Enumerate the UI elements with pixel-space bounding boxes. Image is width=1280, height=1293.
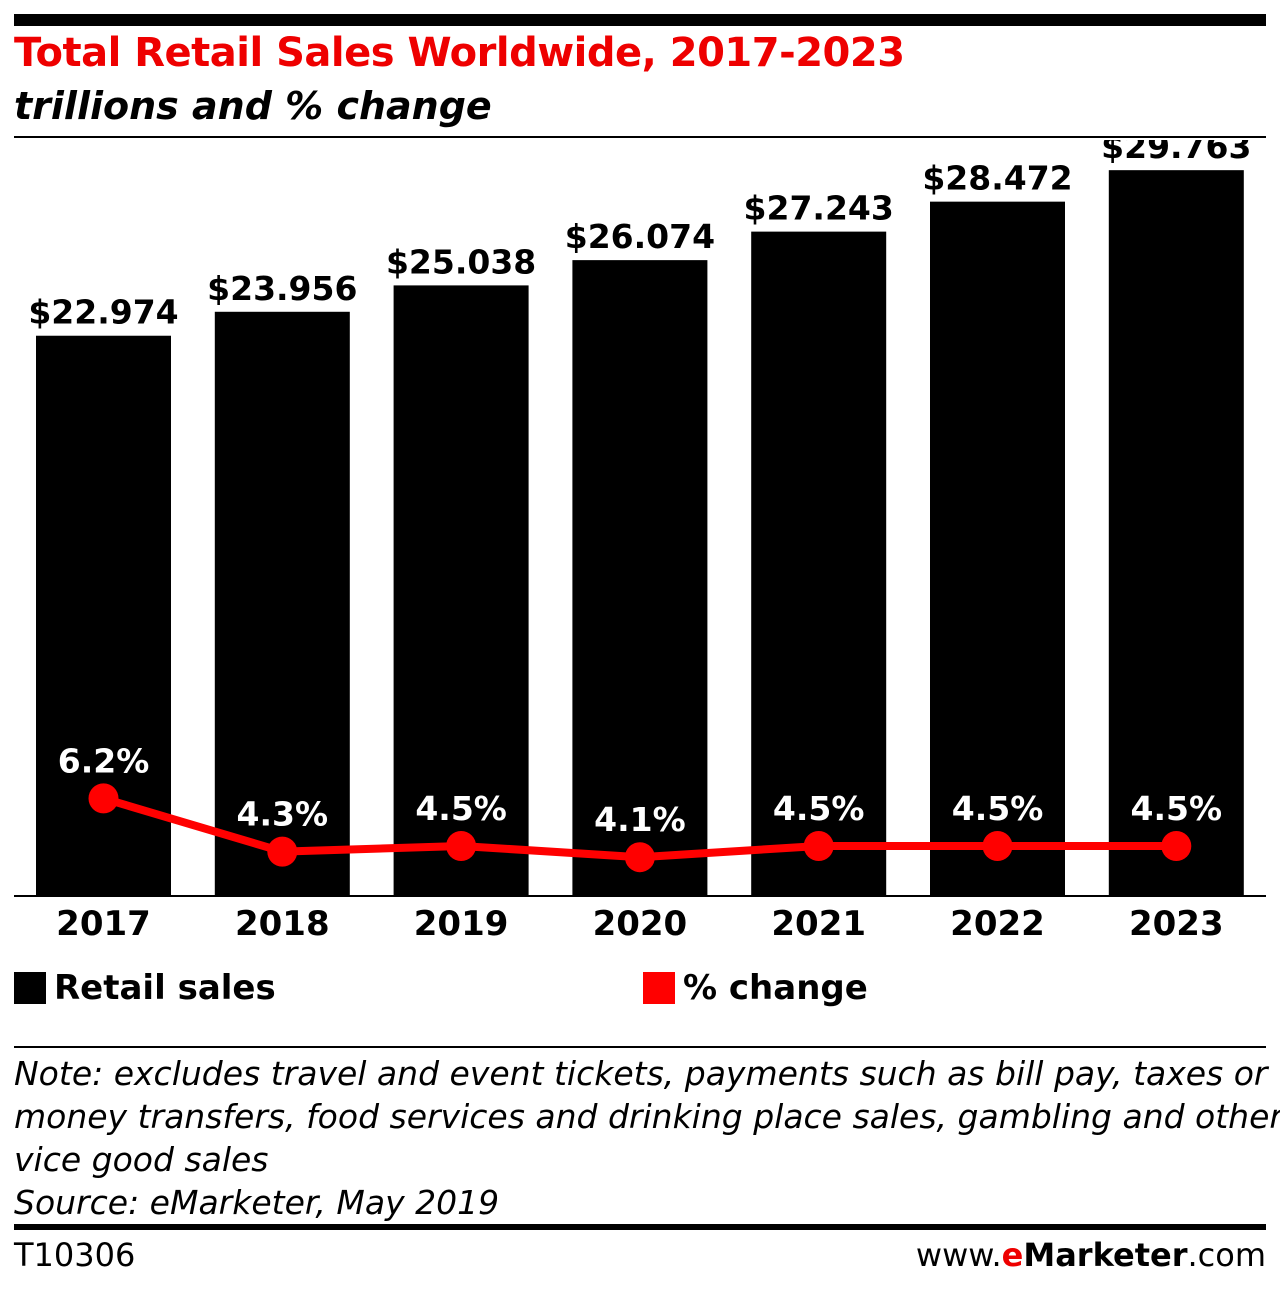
percent-point-2023 [1161,831,1192,861]
legend-retail-sales: Retail sales [14,968,276,1008]
bar-group [36,170,1244,897]
chart-subtitle: trillions and % change [14,84,492,128]
bar-2020 [572,260,708,896]
source-line: Source: eMarketer, May 2019 [14,1183,500,1222]
x-tick-label-2017: 2017 [56,904,151,940]
header-rule [14,136,1266,138]
percent-point-2020 [624,842,655,873]
note-line-2: money transfers, food services and drink… [14,1097,1280,1136]
bar-2019 [393,285,529,896]
notes-block: Note: excludes travel and event tickets,… [14,1052,1280,1224]
bar-value-label-2023: $29.763 [1101,140,1251,166]
bar-2023 [1108,170,1244,896]
percent-label-2022: 4.5% [952,789,1044,828]
bar-value-label-2020: $26.074 [565,217,715,256]
percent-label-2020: 4.1% [594,800,686,839]
legend-swatch-retail [14,972,46,1004]
percent-change-line-group: 6.2% 4.3% 4.5% 4.1% 4.5% 4.5% 4.5% [58,741,1223,873]
brand-name: Marketer [1023,1236,1188,1274]
percent-label-2018: 4.3% [237,795,329,834]
bar-value-label-2021: $27.243 [744,189,894,228]
legend-label-change: % change [683,968,868,1008]
percent-point-2019 [446,831,477,861]
percent-label-2017: 6.2% [58,741,150,780]
percent-point-2017 [88,783,119,814]
brand-suffix: .com [1187,1236,1266,1274]
chart-title: Total Retail Sales Worldwide, 2017-2023 [14,30,905,76]
x-tick-label-2022: 2022 [950,904,1045,940]
footer-rule [14,1224,1266,1230]
x-tick-label-2020: 2020 [593,904,688,940]
bar-value-label-2019: $25.038 [386,242,536,281]
percent-label-2023: 4.5% [1131,789,1223,828]
x-tick-label-2021: 2021 [771,904,866,940]
legend-label-retail: Retail sales [54,968,276,1008]
legend-swatch-change [643,972,675,1004]
bar-value-label-2018: $23.956 [207,269,357,308]
percent-point-2022 [982,831,1013,861]
brand-prefix: www. [915,1236,1002,1274]
brand-e: e [1001,1236,1024,1274]
x-tick-label-2018: 2018 [235,904,330,940]
chart-code: T10306 [14,1236,136,1274]
percent-point-2021 [803,831,834,861]
percent-point-2018 [267,836,298,867]
x-tick-label-group: 2017 2018 2019 2020 2021 2022 2023 [56,904,1223,940]
percent-label-2021: 4.5% [773,789,865,828]
bar-label-group: $22.974 $23.956 $25.038 $26.074 $27.243 $28.4… [28,140,1251,332]
note-line-3: vice good sales [14,1140,269,1179]
bar-2022 [930,201,1065,896]
bar-value-label-2022: $28.472 [922,159,1072,198]
x-tick-label-2023: 2023 [1129,904,1224,940]
chart-svg: $22.974 $23.956 $25.038 $26.074 $27.243 $28.4… [14,140,1266,940]
bar-value-label-2017: $22.974 [28,293,178,332]
x-tick-label-2019: 2019 [414,904,509,940]
notes-rule [14,1046,1266,1048]
percent-label-2019: 4.5% [415,789,507,828]
brand-url[interactable]: www.eMarketer.com [916,1236,1266,1274]
bar-2018 [214,311,350,896]
note-line-1: Note: excludes travel and event tickets,… [14,1054,1268,1093]
bar-2021 [751,231,887,897]
top-rule [14,14,1266,26]
legend-percent-change: % change [643,968,868,1008]
